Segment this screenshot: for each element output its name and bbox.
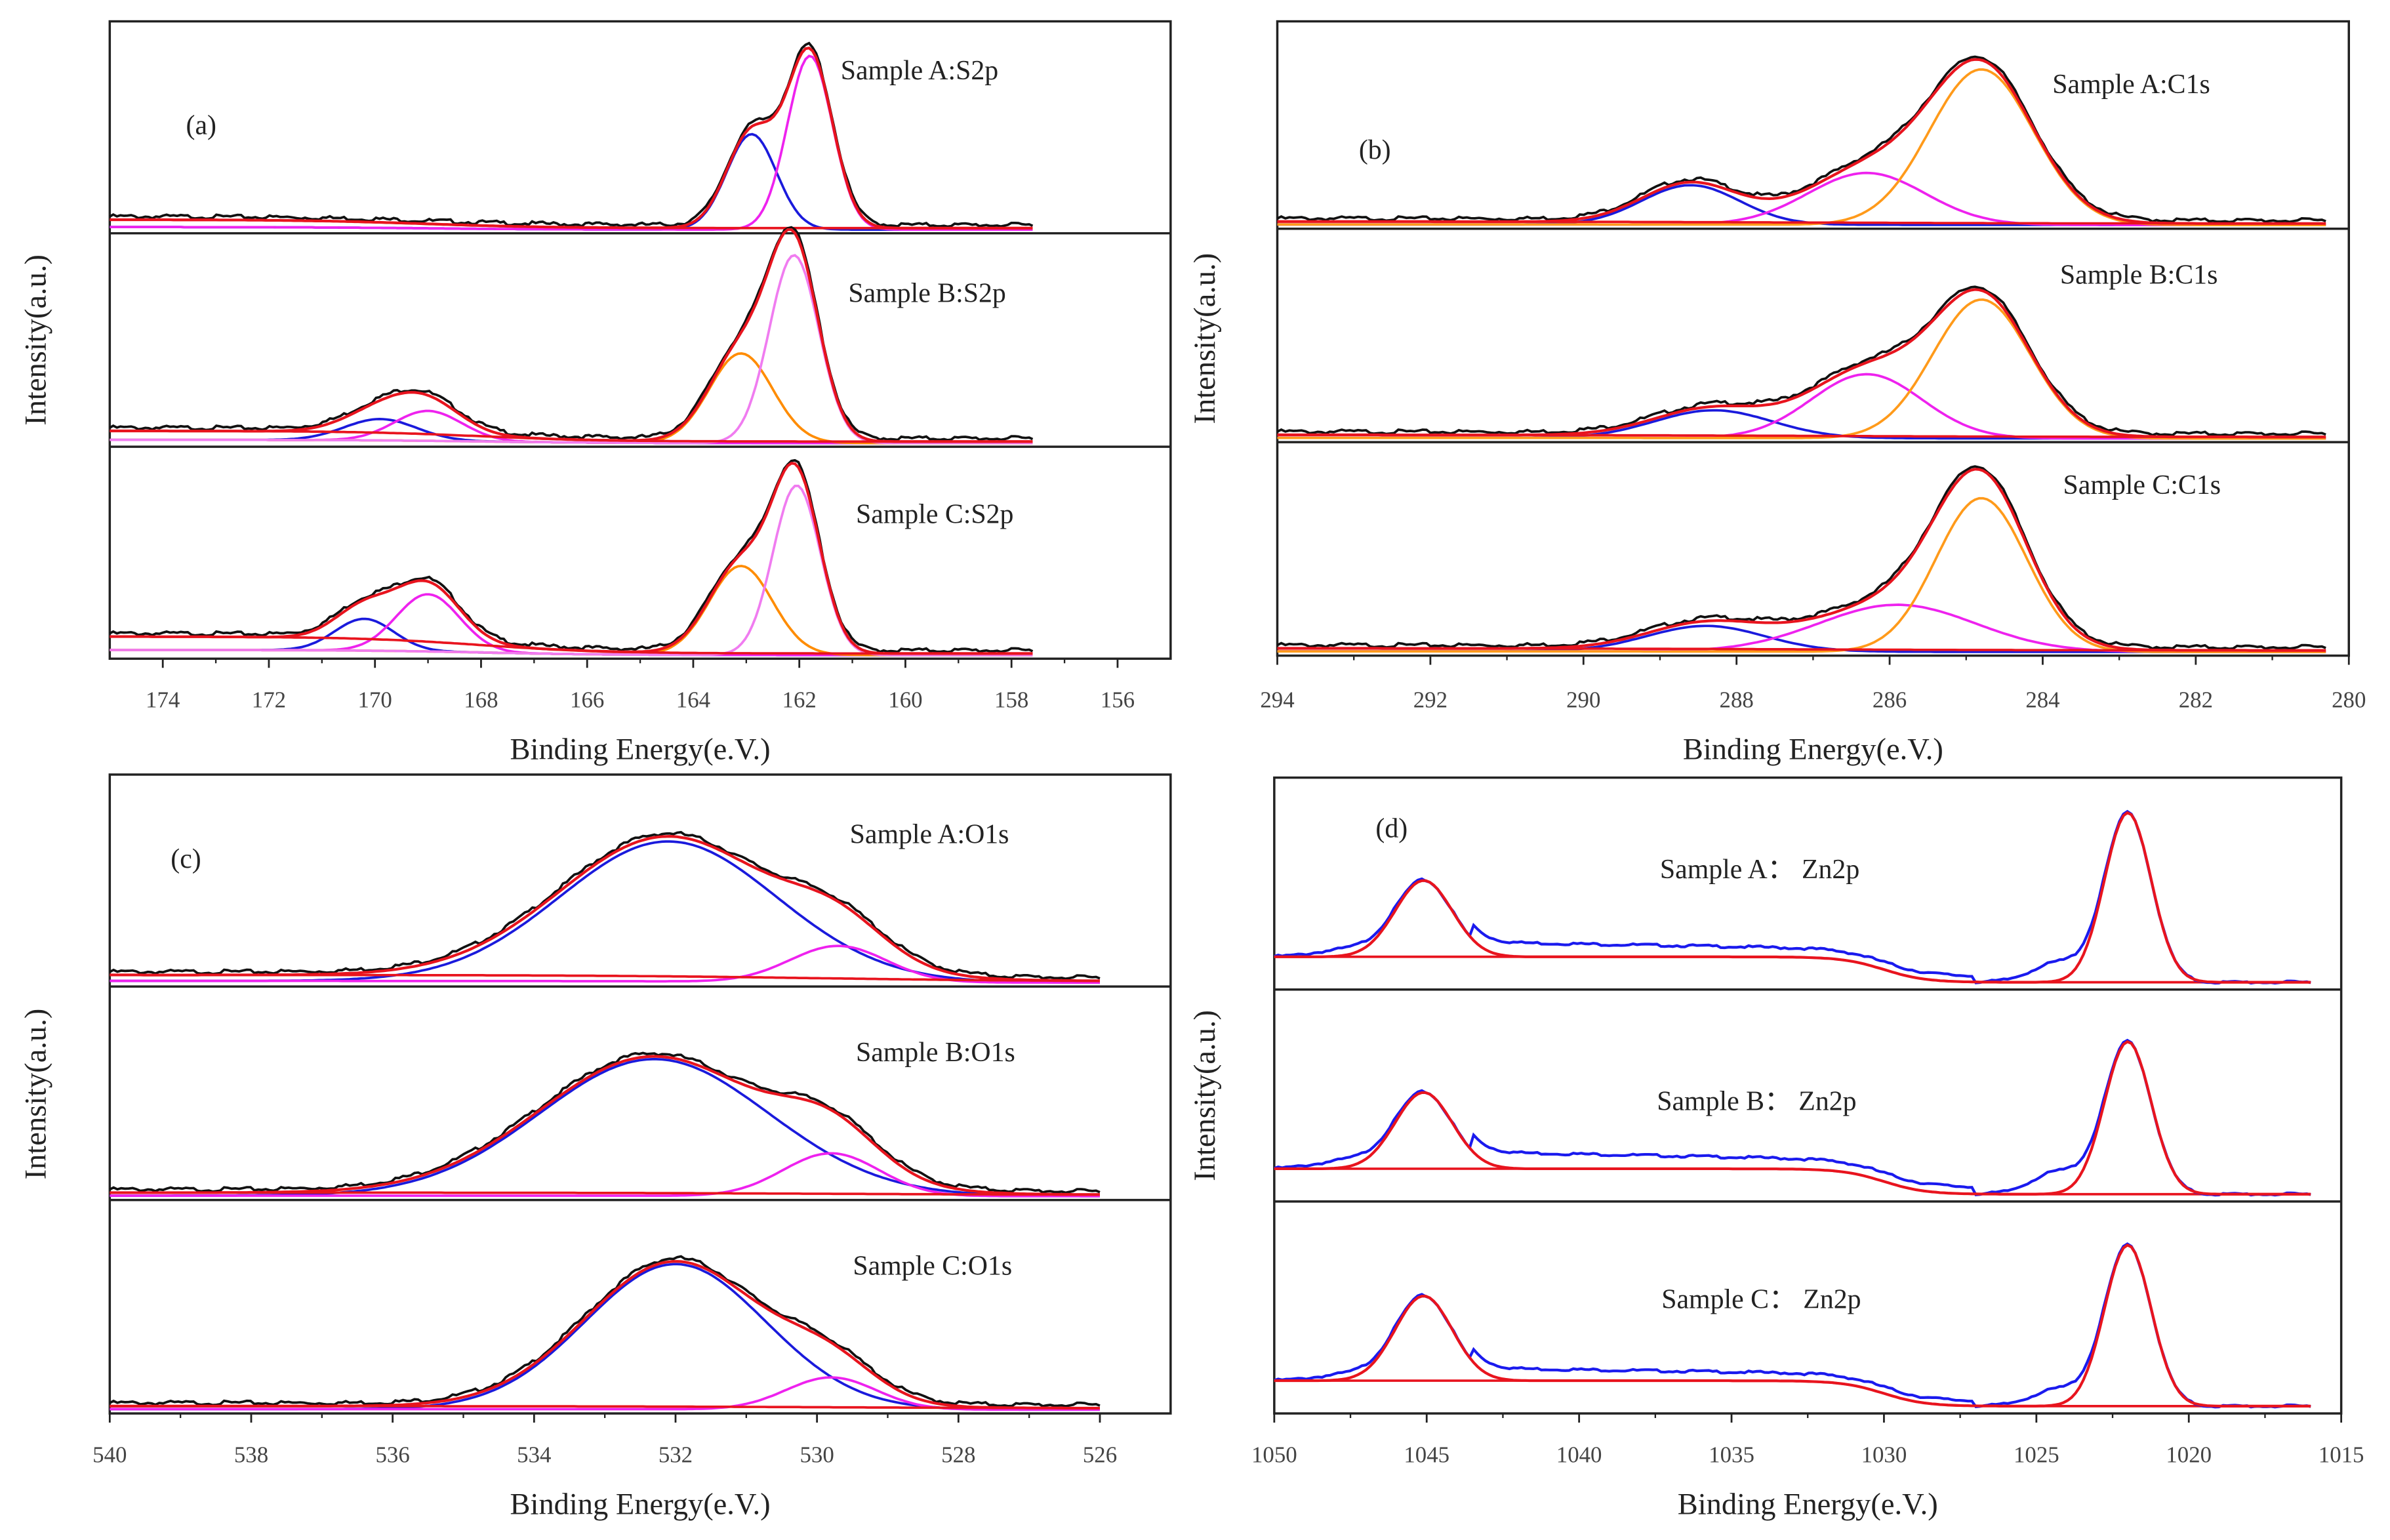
fit-envelope-1	[110, 228, 1033, 443]
x-tick-label: 280	[2332, 687, 2366, 713]
x-tick-label: 290	[1566, 687, 1600, 713]
x-tick-label: 168	[464, 687, 498, 713]
x-tick-label: 162	[782, 687, 817, 713]
fit-envelope-1	[1277, 288, 2326, 439]
plot-frame	[108, 773, 1172, 1415]
sample-label-2: Sample C:O1s	[853, 1251, 1012, 1281]
sample-label-1: Sample B:O1s	[856, 1038, 1015, 1068]
plot-frame	[108, 20, 1172, 660]
component-peak-2-1	[110, 593, 1033, 657]
x-tick-label: 156	[1101, 687, 1135, 713]
x-tick-label: 160	[888, 687, 922, 713]
raw-spectrum-2	[109, 458, 1034, 653]
sample-label-2: Sample C:S2p	[856, 499, 1014, 529]
fit-envelope-1	[110, 1055, 1100, 1196]
sample-label-0: Sample A:C1s	[2052, 70, 2210, 100]
x-tick-label: 286	[1873, 687, 1907, 713]
x-tick-label: 164	[676, 687, 710, 713]
x-tick-label: 284	[2025, 687, 2059, 713]
y-axis-label: Intensity(a.u.)	[1188, 1010, 1222, 1181]
x-tick-label: 1050	[1251, 1442, 1297, 1467]
background-line-1	[1274, 1167, 2311, 1196]
x-tick-label: 292	[1413, 687, 1448, 713]
raw-spectrum-1	[1276, 285, 2326, 437]
x-tick-label: 1020	[2166, 1442, 2212, 1467]
x-tick-label: 170	[358, 687, 392, 713]
component-peak-1-2	[1277, 298, 2326, 440]
component-peak-0-1	[1277, 171, 2326, 226]
panel-label: (a)	[186, 111, 216, 141]
x-tick-label: 540	[92, 1442, 127, 1467]
x-tick-label: 282	[2179, 687, 2213, 713]
component-peak-2-2	[110, 565, 1033, 657]
x-tick-label: 538	[234, 1442, 268, 1467]
sample-label-0: Sample A:O1s	[850, 820, 1009, 850]
fit-envelope-2	[110, 462, 1033, 655]
sample-label-2: Sample C： Zn2p	[1661, 1285, 1861, 1315]
background-line-0	[1274, 955, 2311, 984]
panel-label: (c)	[171, 844, 201, 874]
raw-spectrum-2	[109, 1255, 1101, 1408]
x-tick-label: 526	[1083, 1442, 1117, 1467]
x-axis-label: Binding Energy(e.V.)	[510, 733, 771, 767]
fit-envelope-2	[1277, 468, 2326, 652]
x-tick-label: 1040	[1556, 1442, 1602, 1467]
x-tick-label: 1015	[2319, 1442, 2364, 1467]
sample-label-1: Sample B:S2p	[848, 278, 1006, 308]
panel-label: (b)	[1359, 135, 1391, 165]
component-peak-2-0	[110, 1263, 1100, 1411]
sample-label-1: Sample B:C1s	[2060, 260, 2218, 290]
raw-spectrum-1	[109, 1051, 1101, 1194]
fit-envelope-2	[1274, 1243, 2311, 1408]
fit-envelope-0	[1277, 58, 2326, 225]
x-tick-label: 534	[517, 1442, 551, 1467]
sample-label-2: Sample C:C1s	[2063, 470, 2221, 500]
sample-label-1: Sample B： Zn2p	[1657, 1086, 1856, 1116]
x-tick-label: 1025	[2014, 1442, 2059, 1467]
x-tick-label: 174	[146, 687, 180, 713]
sample-label-0: Sample A:S2p	[841, 56, 999, 86]
sample-label-0: Sample A： Zn2p	[1660, 855, 1859, 885]
raw-spectrum-2	[1276, 465, 2326, 651]
plot-frame	[1276, 20, 2350, 657]
fit-envelope-1	[1274, 1040, 2311, 1196]
fit-envelope-0	[1274, 811, 2311, 984]
component-peak-0-0	[110, 132, 1033, 231]
x-tick-label: 1030	[1861, 1442, 1907, 1467]
x-tick-label: 158	[994, 687, 1028, 713]
x-tick-label: 294	[1260, 687, 1294, 713]
component-peak-2-2	[1277, 496, 2326, 653]
x-tick-label: 530	[800, 1442, 834, 1467]
fit-envelope-0	[110, 835, 1101, 983]
x-tick-label: 528	[941, 1442, 975, 1467]
x-axis-label: Binding Energy(e.V.)	[1683, 733, 1943, 767]
background-line-2	[1274, 1379, 2311, 1408]
x-tick-label: 288	[1720, 687, 1754, 713]
x-tick-label: 172	[252, 687, 286, 713]
y-axis-label: Intensity(a.u.)	[20, 254, 53, 426]
raw-spectrum-0	[1276, 55, 2326, 224]
component-peak-0-0	[110, 840, 1101, 984]
x-tick-label: 166	[570, 687, 604, 713]
panel-label: (d)	[1375, 813, 1408, 843]
x-tick-label: 1035	[1709, 1442, 1754, 1467]
raw-spectrum-0	[109, 830, 1101, 981]
x-tick-label: 1045	[1404, 1442, 1449, 1467]
y-axis-label: Intensity(a.u.)	[20, 1009, 53, 1180]
component-peak-1-0	[110, 1057, 1100, 1198]
fit-envelope-2	[110, 1260, 1100, 1410]
fit-envelope-0	[110, 47, 1033, 230]
y-axis-label: Intensity(a.u.)	[1188, 253, 1222, 424]
raw-spectrum-1	[109, 226, 1034, 441]
x-tick-label: 532	[658, 1442, 693, 1467]
x-axis-label: Binding Energy(e.V.)	[1678, 1488, 1938, 1521]
x-axis-label: Binding Energy(e.V.)	[510, 1488, 771, 1521]
raw-spectrum-0	[109, 41, 1034, 228]
x-tick-label: 536	[376, 1442, 410, 1467]
component-peak-0-1	[110, 944, 1100, 984]
component-peak-1-1	[110, 1152, 1100, 1198]
